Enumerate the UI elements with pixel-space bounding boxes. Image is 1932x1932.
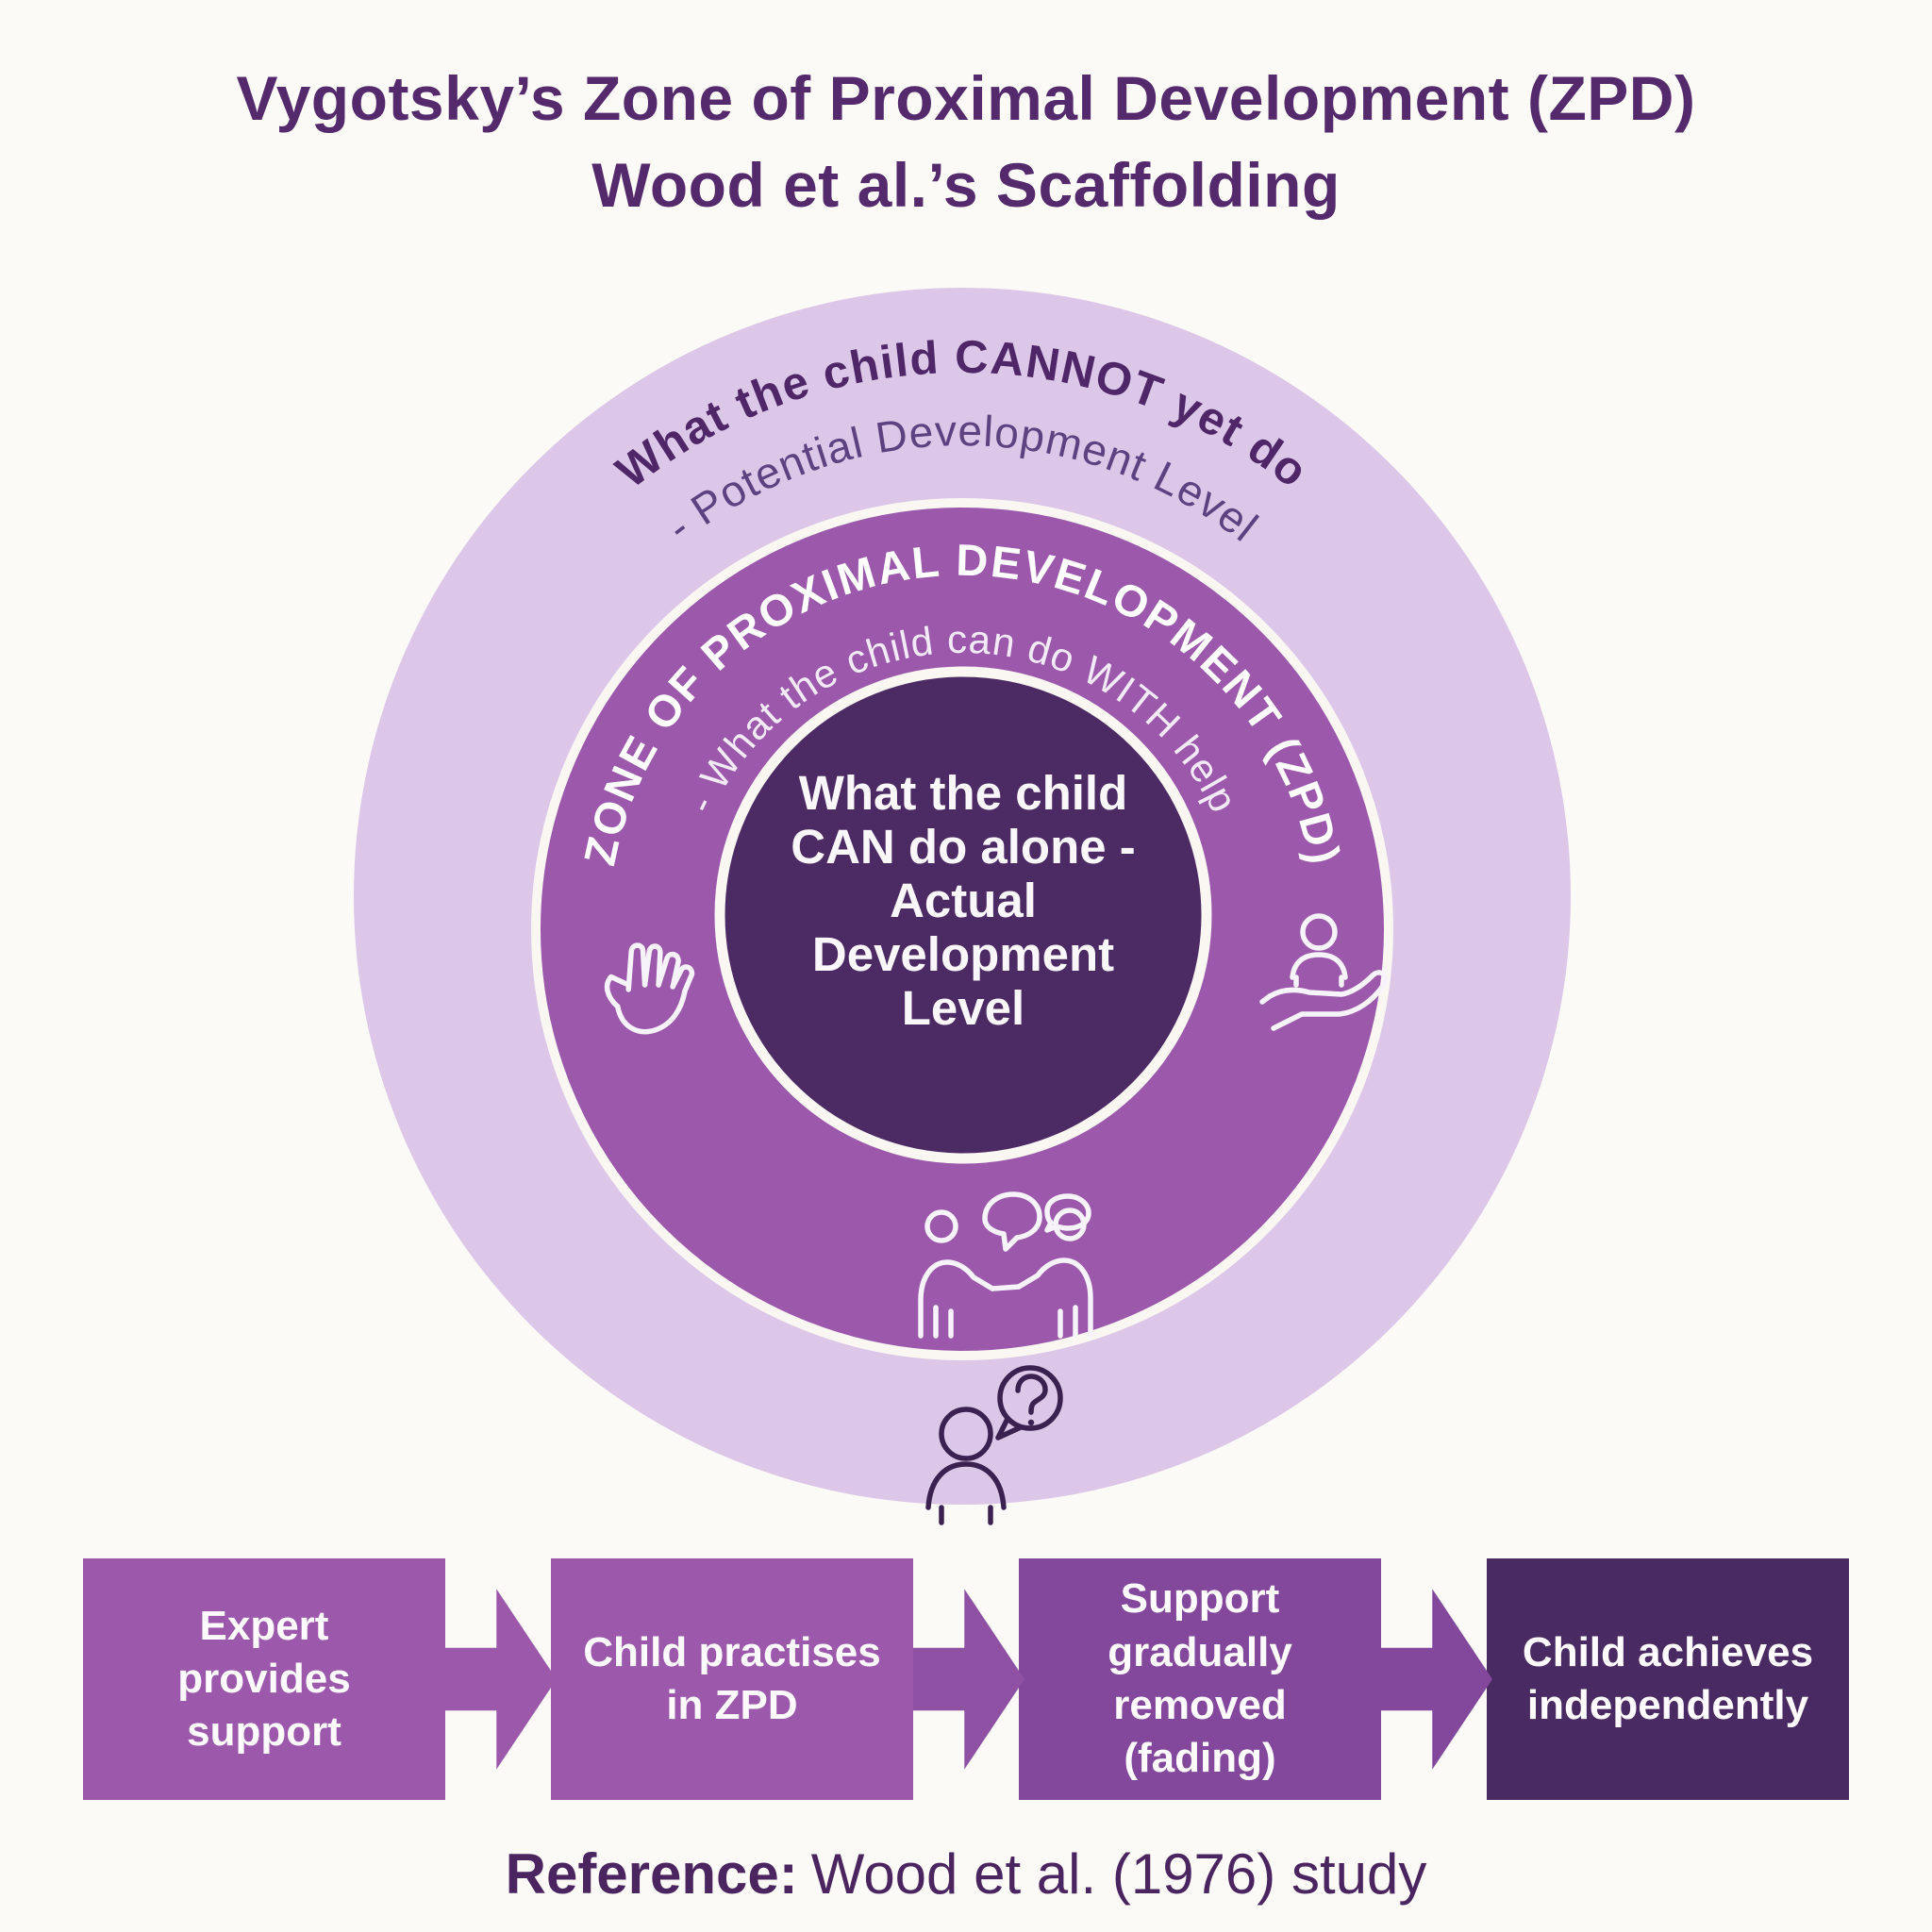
page-title-line1: Vygotsky’s Zone of Proximal Development … <box>236 63 1696 133</box>
reference-text: Wood et al. (1976) study <box>810 1842 1427 1906</box>
process-step-expert-support: Expert provides support <box>83 1558 445 1800</box>
svg-text:CAN do alone -: CAN do alone - <box>791 820 1136 874</box>
svg-text:Level: Level <box>902 981 1024 1035</box>
process-step-label: Support gradually removed (fading) <box>1108 1575 1292 1782</box>
hand-icon <box>604 942 695 1035</box>
process-step-support-removed: Support gradually removed (fading) <box>1019 1558 1381 1800</box>
svg-text:Development: Development <box>812 927 1114 981</box>
svg-text:What the child: What the child <box>799 766 1127 820</box>
svg-text:Actual: Actual <box>890 874 1037 927</box>
page-title-line2: Wood et al.’s Scaffolding <box>591 150 1341 221</box>
inner-circle-actual-level <box>714 666 1212 1164</box>
reference-label: Reference: <box>505 1842 798 1906</box>
process-step-label: Child achieves independently <box>1522 1628 1814 1728</box>
inner-circle-label: What the child CAN do alone - Actual Dev… <box>791 766 1136 1035</box>
reference-line: Reference: Wood et al. (1976) study <box>0 1841 1932 1907</box>
process-step-child-practises: Child practises in ZPD <box>551 1558 913 1800</box>
process-step-child-achieves: Child achieves independently <box>1487 1558 1849 1800</box>
process-step-label: Child practises in ZPD <box>583 1628 881 1728</box>
arrow-right-icon <box>913 1589 1024 1770</box>
conversation-icon <box>918 1191 1093 1339</box>
question-person-icon <box>925 1365 1063 1525</box>
arrow-right-icon <box>1381 1589 1492 1770</box>
page-title: Vygotsky’s Zone of Proximal Development … <box>0 55 1932 229</box>
process-step-label: Expert provides support <box>177 1602 351 1756</box>
scaffolding-process-flow: Expert provides support Child practises … <box>83 1558 1849 1800</box>
supporting-hand-icon <box>1259 913 1389 1031</box>
arrow-right-icon <box>445 1589 557 1770</box>
